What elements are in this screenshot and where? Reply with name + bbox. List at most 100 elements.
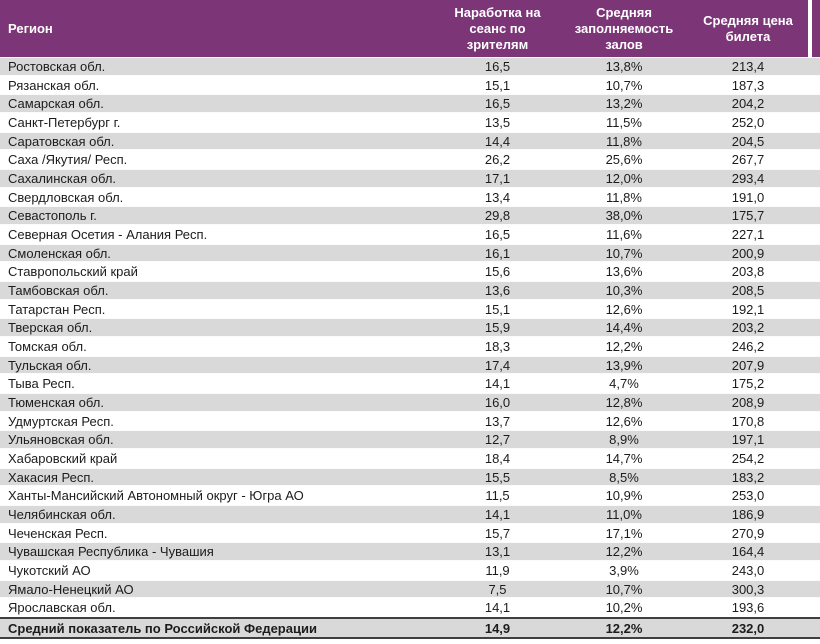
avg-ticket-price-cell: 193,6 (731, 600, 765, 616)
avg-occupancy-cell: 8,9% (609, 432, 639, 448)
header-cell-attendance-per-show: Наработка на сеанс по зрителям (435, 0, 560, 57)
attendance-per-show-cell: 13,4 (484, 189, 511, 205)
attendance-per-show-cell: 16,5 (484, 96, 511, 112)
avg-occupancy-cell: 4,7% (609, 376, 639, 392)
avg-occupancy-cell: 11,5% (606, 114, 642, 130)
avg-ticket-price-cell: 204,5 (731, 133, 765, 149)
avg-occupancy-cell: 12,8% (605, 394, 643, 410)
table-row: Тверская обл. 15,9 14,4% 203,2 (0, 318, 820, 338)
attendance-per-show-cell: 15,5 (484, 469, 511, 485)
table-row: Свердловская обл. 13,4 11,8% 191,0 (0, 187, 820, 207)
region-cell: Томская обл. (8, 338, 87, 354)
table-row: Самарская обл. 16,5 13,2% 204,2 (0, 94, 820, 114)
avg-ticket-price-cell: 192,1 (731, 301, 765, 317)
avg-occupancy-cell: 12,0% (605, 170, 643, 186)
avg-ticket-price-cell: 293,4 (731, 170, 765, 186)
table-row: Севастополь г. 29,8 38,0% 175,7 (0, 206, 820, 226)
attendance-per-show-cell: 15,6 (484, 264, 511, 280)
region-cell: Свердловская обл. (8, 189, 124, 205)
table-row: Татарстан Респ. 15,1 12,6% 192,1 (0, 299, 820, 319)
region-cell: Челябинская обл. (8, 506, 116, 522)
attendance-per-show-cell: 15,7 (484, 525, 511, 541)
table-row: Чувашская Республика - Чувашия 13,1 12,2… (0, 542, 820, 562)
table-row: Ростовская обл. 16,5 13,8% 213,4 (0, 57, 820, 76)
region-cell: Севастополь г. (8, 208, 97, 224)
attendance-per-show-cell: 14,4 (484, 133, 511, 149)
attendance-per-show-cell: 13,5 (484, 114, 511, 130)
avg-ticket-price-cell: 243,0 (731, 562, 765, 578)
avg-ticket-price-cell: 300,3 (731, 581, 765, 597)
avg-occupancy-cell: 13,9% (605, 357, 643, 373)
region-cell: Саратовская обл. (8, 133, 115, 149)
total-attendance-per-show: 14,9 (484, 620, 511, 636)
header-cell-avg-ticket-price: Средняя цена билета (688, 0, 808, 57)
avg-ticket-price-cell: 197,1 (731, 432, 765, 448)
region-cell: Ямало-Ненецкий АО (8, 581, 134, 597)
avg-ticket-price-cell: 246,2 (731, 338, 765, 354)
avg-ticket-price-cell: 204,2 (731, 96, 765, 112)
attendance-per-show-cell: 13,7 (484, 413, 511, 429)
avg-occupancy-cell: 10,7% (605, 77, 643, 93)
avg-occupancy-cell: 10,2% (605, 600, 643, 616)
region-cell: Тыва Респ. (8, 376, 75, 392)
region-cell: Саха /Якутия/ Респ. (8, 152, 128, 168)
table-row: Тыва Респ. 14,1 4,7% 175,2 (0, 374, 820, 394)
region-cell: Северная Осетия - Алания Респ. (8, 226, 208, 242)
table-row: Хакасия Респ. 15,5 8,5% 183,2 (0, 467, 820, 487)
region-cell: Чукотский АО (8, 562, 91, 578)
header-column-divider (808, 0, 812, 57)
attendance-per-show-cell: 7,5 (488, 581, 507, 597)
avg-ticket-price-cell: 254,2 (731, 450, 765, 466)
avg-occupancy-cell: 12,2% (605, 338, 643, 354)
total-row-label: Средний показатель по Российской Федерац… (8, 620, 317, 636)
table-row: Удмуртская Респ. 13,7 12,6% 170,8 (0, 411, 820, 431)
avg-ticket-price-cell: 187,3 (731, 77, 765, 93)
avg-occupancy-cell: 13,8% (605, 58, 643, 74)
table-row: Ульяновская обл. 12,7 8,9% 197,1 (0, 430, 820, 450)
avg-occupancy-cell: 14,4% (605, 320, 643, 336)
attendance-per-show-cell: 13,1 (484, 544, 511, 560)
table-row: Тульская обл. 17,4 13,9% 207,9 (0, 355, 820, 375)
avg-occupancy-cell: 10,7% (605, 245, 643, 261)
avg-ticket-price-cell: 252,0 (731, 114, 765, 130)
region-cell: Ставропольский край (8, 264, 138, 280)
avg-occupancy-cell: 38,0% (605, 208, 643, 224)
region-cell: Тверская обл. (8, 320, 93, 336)
avg-ticket-price-cell: 203,2 (731, 320, 765, 336)
region-cell: Ростовская обл. (8, 58, 106, 74)
region-cell: Ульяновская обл. (8, 432, 114, 448)
avg-occupancy-cell: 11,8% (606, 189, 642, 205)
table-row: Саратовская обл. 14,4 11,8% 204,5 (0, 131, 820, 151)
table-row: Тамбовская обл. 13,6 10,3% 208,5 (0, 281, 820, 300)
header-cutoff-column-sliver (812, 0, 820, 57)
attendance-per-show-cell: 12,7 (484, 432, 511, 448)
avg-occupancy-cell: 17,1% (605, 525, 643, 541)
attendance-per-show-cell: 14,1 (484, 506, 511, 522)
attendance-per-show-cell: 13,6 (484, 282, 511, 298)
avg-occupancy-cell: 12,2% (605, 544, 643, 560)
attendance-per-show-cell: 14,1 (484, 600, 511, 616)
total-row: Средний показатель по Российской Федерац… (0, 617, 820, 640)
avg-ticket-price-cell: 175,2 (731, 376, 765, 392)
region-cell: Хабаровский край (8, 450, 118, 466)
avg-occupancy-cell: 10,3% (605, 282, 643, 298)
avg-ticket-price-cell: 183,2 (731, 469, 765, 485)
attendance-per-show-cell: 18,4 (484, 450, 511, 466)
table-row: Ставропольский край 15,6 13,6% 203,8 (0, 262, 820, 282)
table-row: Смоленская обл. 16,1 10,7% 200,9 (0, 243, 820, 263)
avg-occupancy-cell: 10,9% (605, 488, 643, 504)
table-header-row: Регион Наработка на сеанс по зрителям Ср… (0, 0, 820, 57)
table-row: Ярославская обл. 14,1 10,2% 193,6 (0, 598, 820, 618)
avg-occupancy-cell: 11,6% (606, 226, 642, 242)
region-cell: Хакасия Респ. (8, 469, 94, 485)
avg-occupancy-cell: 13,2% (605, 96, 643, 112)
region-cell: Ханты-Мансийский Автономный округ - Югра… (8, 488, 304, 504)
avg-ticket-price-cell: 208,9 (731, 394, 765, 410)
avg-ticket-price-cell: 186,9 (731, 506, 765, 522)
table-row: Чеченская Респ. 15,7 17,1% 270,9 (0, 523, 820, 543)
region-cell: Санкт-Петербург г. (8, 114, 121, 130)
attendance-per-show-cell: 15,9 (484, 320, 511, 336)
region-cell: Тульская обл. (8, 357, 92, 373)
avg-occupancy-cell: 13,6% (605, 264, 643, 280)
